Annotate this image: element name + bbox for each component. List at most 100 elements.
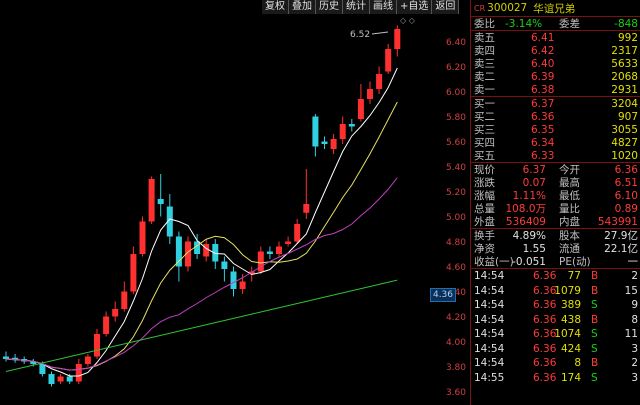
price-axis-label: 3.60 (445, 388, 466, 398)
stats-row-value2: 6.36 (614, 163, 638, 176)
trade-row: 14:55 6.36 174 S 3 (471, 371, 640, 386)
bid-row: 买二 6.36 907 (471, 110, 640, 124)
candle-body (75, 364, 82, 382)
trade-count: 3 (631, 342, 638, 355)
trade-volume: 424 (560, 342, 581, 355)
candle-body (130, 254, 137, 292)
toolbar-btn-3[interactable]: 统计 (343, 0, 370, 14)
stock-name: 华谊兄弟 (533, 2, 576, 15)
bid-row-price: 6.36 (531, 110, 555, 123)
toolbar-btn-5[interactable]: +自选 (397, 0, 433, 14)
trade-row: 14:54 6.36 1079 B 15 (471, 284, 640, 299)
ma10-line (5, 101, 398, 371)
price-axis-label: 4.80 (445, 238, 466, 248)
trade-side: S (591, 371, 598, 384)
candle-body (185, 241, 191, 267)
toolbar-btn-1[interactable]: 叠加 (289, 0, 316, 14)
webi-value: -3.14% (505, 17, 543, 30)
candle-body (330, 139, 337, 149)
trade-volume: 438 (560, 313, 581, 326)
stats-row-value2: 543991 (597, 215, 638, 228)
trade-time: 14:54 (474, 328, 505, 341)
candle-body (339, 124, 346, 139)
ask-row-price: 6.39 (531, 70, 555, 83)
toolbar-btn-2[interactable]: 历史 (316, 0, 343, 14)
stats-row-label: 总量 (474, 203, 495, 215)
candle-body (303, 204, 310, 213)
candle-body (139, 221, 146, 254)
ma60-line (5, 279, 398, 372)
stats2-row-value: 1.55 (522, 242, 546, 255)
ask-row-label: 卖二 (474, 71, 495, 83)
trade-price: 6.36 (533, 270, 557, 283)
price-axis-label: 6.40 (445, 38, 466, 48)
ask-row: 卖三 6.40 5633 (471, 57, 640, 71)
trade-row: 14:54 6.36 77 B 2 (471, 269, 640, 284)
toolbar-btn-4[interactable]: 画线 (370, 0, 397, 14)
quote-panel: CR 300027 华谊兄弟 委比 -3.14% 委差 -848 卖五 6.41 9… (470, 0, 640, 405)
candle-body (376, 74, 383, 89)
candle-body (48, 374, 55, 384)
stats-row-label: 现价 (474, 164, 495, 176)
bid-row-price: 6.34 (531, 136, 555, 149)
trade-price: 6.36 (533, 299, 557, 312)
candle-body (221, 261, 228, 269)
trade-row: 14:54 6.36 1074 S 11 (471, 327, 640, 342)
candle-body (166, 206, 173, 237)
trade-time: 14:54 (474, 342, 505, 355)
trade-count: 11 (624, 328, 638, 341)
trade-row: 14:54 6.36 424 S 3 (471, 342, 640, 357)
chart-toolbar: 复权 叠加 历史 统计 画线 +自选 返回 (262, 0, 460, 14)
ask-row-price: 6.42 (531, 44, 555, 57)
candle-body (285, 241, 292, 244)
trade-side: S (591, 328, 598, 341)
toolbar-icons[interactable]: ◇ ◇ (400, 16, 415, 25)
kline-svg[interactable]: 6.52 (0, 0, 430, 405)
ask-row-volume: 2317 (611, 44, 638, 57)
toolbar-btn-6[interactable]: 返回 (432, 0, 460, 14)
kline-chart[interactable]: 6.52 (0, 0, 430, 405)
stats-row: 涨幅 1.11% 最低 6.10 (471, 189, 640, 203)
candle-body (148, 179, 155, 222)
bid-row-price: 6.37 (531, 97, 555, 110)
stats2-row: 换手 4.89% 股本 27.9亿 (471, 229, 640, 243)
stock-header: CR 300027 华谊兄弟 (471, 0, 640, 16)
trade-count: 2 (631, 357, 638, 370)
stats-row-value: 6.37 (522, 163, 546, 176)
stats2-row: 净资 1.55 流通 22.1亿 (471, 242, 640, 256)
ask-row: 卖五 6.41 992 (471, 31, 640, 45)
ask-row-volume: 992 (617, 31, 638, 44)
stats2-row-label: 收益(一) (474, 256, 514, 268)
stats-row-value2: 0.89 (614, 202, 638, 215)
bid-row: 买一 6.37 3204 (471, 97, 640, 111)
weicha-value: -848 (614, 17, 638, 30)
stats2-row-label2: PE(动) (559, 256, 591, 268)
ask-row-volume: 2068 (611, 70, 638, 83)
trade-count: 9 (631, 299, 638, 312)
stats2-row-label: 换手 (474, 230, 495, 242)
stats-row-label: 外盘 (474, 216, 495, 228)
bid-row-label: 买一 (474, 98, 495, 110)
candle-body (212, 244, 219, 262)
price-axis-label: 5.80 (445, 113, 466, 123)
trade-side: B (591, 270, 599, 283)
stats-row-value: 108.0万 (505, 203, 546, 215)
stats2-row-value2: 22.1亿 (604, 243, 638, 255)
toolbar-btn-0[interactable]: 复权 (262, 0, 289, 14)
bid-row-price: 6.33 (531, 149, 555, 162)
candle-body (194, 241, 201, 254)
candle-body (348, 124, 355, 127)
price-axis-label: 5.60 (445, 138, 466, 148)
price-axis: 6.40 6.20 6.00 5.80 5.60 5.40 5.20 5.00 4.80 4.60… (430, 0, 470, 405)
stats-row: 外盘 536409 内盘 543991 (471, 215, 640, 229)
stats2-block: 换手 4.89% 股本 27.9亿 净资 1.55 流通 22.1亿 收益(一) -0.051 PE… (471, 228, 640, 268)
stats-row-label2: 最低 (559, 190, 580, 202)
trade-price: 6.36 (533, 313, 557, 326)
trade-time: 14:54 (474, 299, 505, 312)
trade-time: 14:54 (474, 313, 505, 326)
stats2-row-value: 4.89% (512, 229, 546, 242)
stats-row-label2: 内盘 (559, 216, 580, 228)
weicha-label: 委差 (559, 18, 580, 30)
ask-row: 卖二 6.39 2068 (471, 70, 640, 84)
candle-body (112, 309, 119, 317)
